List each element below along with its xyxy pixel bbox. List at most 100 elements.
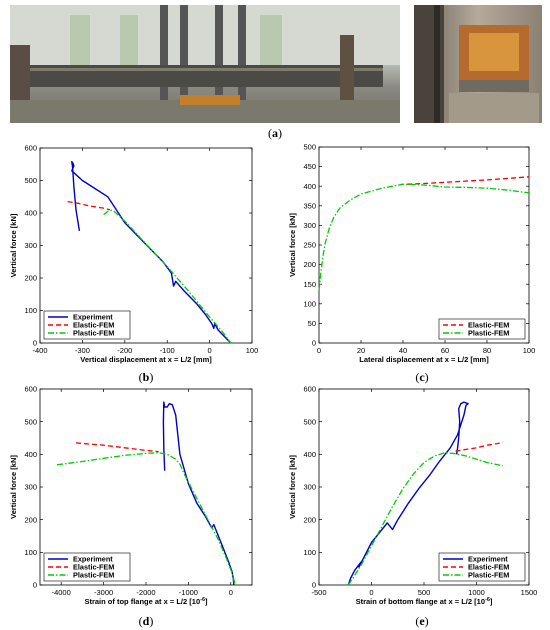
- chart-e-ytick-label: 200: [303, 515, 316, 524]
- chart-c-legend-box: [438, 318, 526, 340]
- chart-d-ytick-label: 600: [24, 385, 37, 394]
- chart-d-legend-label: Elastic-FEM: [73, 563, 114, 572]
- chart-d-xtick-label: 0: [229, 588, 233, 597]
- chart-e-plot-frame: [318, 388, 530, 586]
- chart-d-ytick-label: 400: [24, 450, 37, 459]
- detail-photo-drawing: [414, 5, 539, 123]
- chart-c-plot-frame: [318, 146, 530, 344]
- chart-c-series-plastic-fem: [318, 183, 530, 291]
- chart-e-legend-label: Plastic-FEM: [468, 571, 509, 580]
- chart-b-xtick-label: -400: [32, 346, 47, 355]
- chart-e-xtick-label: 500: [418, 588, 431, 597]
- chart-d-ytick-label: 300: [24, 483, 37, 492]
- chart-e-xtick-label: -500: [311, 588, 326, 597]
- chart-b-ytick-label: 200: [24, 274, 37, 283]
- chart-d-ytick-label: 500: [24, 417, 37, 426]
- chart-b-x-axis-label: Vertical displacement at x = L/2 [mm]: [80, 355, 212, 364]
- chart-b-ytick-label: 600: [24, 144, 37, 153]
- chart-d-series-elastic-fem: [75, 442, 159, 453]
- chart-e-ytick-label: 100: [303, 548, 316, 557]
- chart-b-ytick-label: 300: [24, 241, 37, 250]
- panel-e-label: (e): [415, 614, 429, 628]
- panel-b-label: (b): [138, 370, 154, 384]
- chart-c-ytick-label: 0: [312, 339, 316, 348]
- chart-c-ytick-label: 300: [303, 221, 316, 230]
- chart-e-series-elastic-fem: [455, 441, 503, 452]
- chart-e-ytick-label: 400: [303, 450, 316, 459]
- chart-e-x-axis-label-exponent: -6: [485, 597, 490, 603]
- chart-c: 0 20 40 60 80 100 0 50 100 150 200 250 300 350 400 450 5…: [288, 143, 536, 364]
- chart-b-legend-label: Elastic-FEM: [73, 321, 114, 330]
- chart-e-series-plastic-fem: [347, 452, 503, 586]
- panel-a-label: (a): [268, 126, 282, 140]
- chart-c-series-elastic-fem: [407, 176, 530, 185]
- chart-c-ytick-label: 50: [308, 319, 316, 328]
- chart-e-xtick-label: 0: [369, 588, 373, 597]
- chart-c-xtick-label: 20: [357, 346, 365, 355]
- chart-d-xtick-label: -2000: [136, 588, 155, 597]
- chart-e-xtick-label: 1500: [521, 588, 538, 597]
- chart-d-xtick-label: -3000: [94, 588, 113, 597]
- chart-d-y-axis-label: Vertical force [kN]: [9, 455, 18, 519]
- chart-d-ytick-label: 200: [24, 515, 37, 524]
- chart-b-legend-label: Plastic-FEM: [73, 329, 114, 338]
- chart-b-xtick-label: -300: [75, 346, 90, 355]
- chart-b: -400 -300 -200 -100 0 100 0 100 200 300 400 500 600 V…: [9, 144, 258, 364]
- chart-e-y-axis-label: Vertical force [kN]: [288, 455, 297, 519]
- chart-c-y-axis-label: Vertical force [kN]: [288, 213, 297, 277]
- chart-d: -4000 -3000 -2000 -1000 0 0 100 200 300 400 500 600…: [9, 385, 253, 606]
- chart-b-ytick-label: 100: [24, 306, 37, 315]
- chart-b-plot-frame: [39, 147, 253, 344]
- panel-c-label: (c): [415, 370, 429, 384]
- chart-d-series-experiment: [162, 401, 235, 586]
- chart-c-ytick-label: 350: [303, 201, 316, 210]
- chart-b-legend-label: Experiment: [73, 313, 113, 322]
- chart-c-ytick-label: 150: [303, 280, 316, 289]
- chart-e-ytick-label: 300: [303, 483, 316, 492]
- panel-d-label: (d): [138, 614, 154, 628]
- chart-c-xtick-label: 100: [523, 346, 536, 355]
- chart-d-ytick-label: 0: [33, 581, 37, 590]
- chart-c-legend-label: Elastic-FEM: [468, 321, 509, 330]
- detail-photo: [414, 5, 542, 123]
- chart-c-ytick-label: 450: [303, 162, 316, 171]
- chart-e-x-axis-label: Strain of bottom flange at x = L/2 [10-6…: [356, 597, 493, 606]
- chart-c-legend-label: Plastic-FEM: [468, 329, 509, 338]
- chart-d-x-axis-label: Strain of top flange at x = L/2 [10-6]: [84, 597, 208, 606]
- chart-e-ytick-label: 600: [303, 385, 316, 394]
- chart-b-xtick-label: 0: [208, 346, 212, 355]
- chart-e-x-axis-label-end: ]: [490, 597, 493, 606]
- chart-e-legend-label: Elastic-FEM: [468, 563, 509, 572]
- chart-d-legend-label: Plastic-FEM: [73, 571, 114, 580]
- chart-d-plot-frame: [39, 388, 253, 586]
- chart-d-x-axis-label-exponent: -6: [200, 597, 205, 603]
- chart-e-xtick-label: 1000: [468, 588, 485, 597]
- chart-d-ytick-label: 100: [24, 548, 37, 557]
- chart-c-xtick-label: 0: [317, 346, 321, 355]
- chart-d-legend-label: Experiment: [73, 555, 113, 564]
- chart-e-legend-box: [438, 552, 526, 582]
- chart-e-ytick-label: 0: [312, 581, 316, 590]
- chart-c-x-axis-label: Lateral displacement at x = L/2 [mm]: [359, 355, 489, 364]
- chart-b-ytick-label: 400: [24, 209, 37, 218]
- chart-c-ytick-label: 200: [303, 260, 316, 269]
- chart-b-series-elastic-fem: [67, 200, 111, 211]
- chart-c-ytick-label: 400: [303, 182, 316, 191]
- chart-b-ytick-label: 0: [33, 339, 37, 348]
- test-setup-photo: [10, 5, 400, 123]
- chart-b-ytick-label: 500: [24, 176, 37, 185]
- chart-b-xtick-label: -200: [117, 346, 132, 355]
- chart-c-ytick-label: 100: [303, 299, 316, 308]
- chart-d-xtick-label: -4000: [52, 588, 71, 597]
- chart-e: -500 0 500 1000 15000100200300400500600Strai…: [288, 385, 538, 606]
- chart-c-ytick-label: 250: [303, 241, 316, 250]
- chart-c-xtick-label: 40: [399, 346, 407, 355]
- chart-e-legend-label: Experiment: [468, 555, 508, 564]
- chart-d-xtick-label: -1000: [179, 588, 198, 597]
- chart-c-xtick-label: 80: [483, 346, 491, 355]
- chart-c-xtick-label: 60: [441, 346, 449, 355]
- chart-e-ytick-label: 500: [303, 417, 316, 426]
- chart-b-xtick-label: -100: [160, 346, 175, 355]
- chart-e-series-experiment: [347, 401, 469, 586]
- test-setup-photo-drawing: [10, 5, 400, 123]
